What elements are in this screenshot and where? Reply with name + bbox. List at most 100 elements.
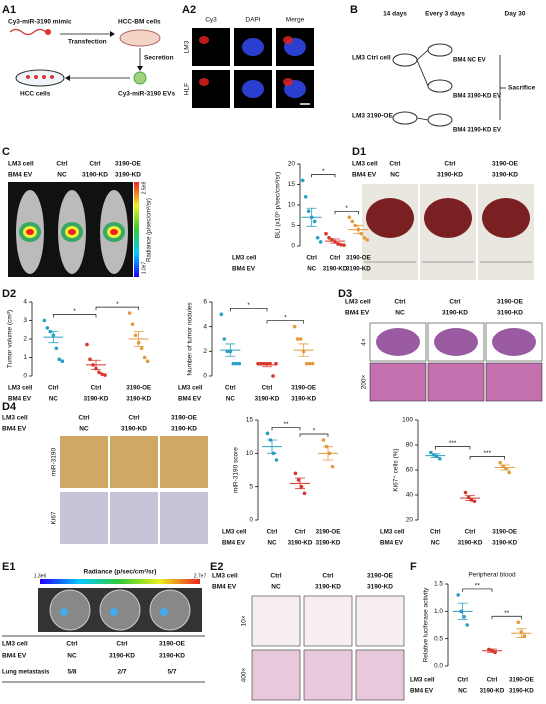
tissue xyxy=(376,328,420,356)
cy3-signal xyxy=(283,78,293,86)
group-label: 3190-OE xyxy=(159,641,186,648)
dish xyxy=(15,69,65,87)
ev xyxy=(133,71,147,85)
significance-bracket xyxy=(311,174,336,178)
error-bar xyxy=(295,477,305,490)
group-label: Ctrl xyxy=(267,529,278,536)
row-label: LM3 cell xyxy=(352,161,378,168)
column-label: Merge xyxy=(286,17,305,24)
row-label: BM4 EV xyxy=(410,688,434,695)
group-label: Ctrl xyxy=(487,677,498,684)
lung-dish xyxy=(99,589,141,631)
y-tick-label: 0 xyxy=(249,517,253,524)
label: Radiance (p/sec/cm²/sr) xyxy=(84,569,157,576)
stain-label: Ki67 xyxy=(51,511,58,524)
histology xyxy=(369,362,427,402)
data-point xyxy=(350,219,355,224)
signal xyxy=(26,229,34,235)
row-label: BM4 EV xyxy=(352,172,377,179)
data-point xyxy=(100,372,104,376)
data-point xyxy=(296,478,301,482)
data-point xyxy=(327,236,331,240)
data-point xyxy=(472,499,477,504)
y-tick-label: 10 xyxy=(246,450,254,457)
significance-bracket xyxy=(266,320,305,324)
label: Transfection xyxy=(68,39,107,46)
group-label: Ctrl xyxy=(270,573,281,580)
label: BM4 3190-KD EV xyxy=(453,128,501,134)
significance-bracket xyxy=(434,446,471,450)
group-label: 3190-OE xyxy=(171,415,198,422)
row-label: LM3 cell xyxy=(345,299,371,306)
group-label: 3190-KD xyxy=(84,396,109,403)
group-label: NC xyxy=(268,540,277,547)
label: HCC cells xyxy=(20,91,51,98)
data-point xyxy=(330,464,335,469)
group-label: 3190-OE xyxy=(492,529,517,536)
data-point xyxy=(303,195,308,199)
y-tick-label: 2 xyxy=(23,336,27,343)
connector xyxy=(416,59,429,87)
group-label: NC xyxy=(226,396,235,403)
data-point xyxy=(324,231,328,236)
group-label: Ctrl xyxy=(457,677,468,684)
significance-label: * xyxy=(345,205,348,212)
histology xyxy=(251,649,301,701)
column-label: DAPI xyxy=(245,17,260,24)
error-bar xyxy=(306,207,317,227)
label: Lung metastasis xyxy=(2,670,50,676)
row-label: BM4 EV xyxy=(380,540,404,547)
data-point xyxy=(342,243,346,247)
group-label: Ctrl xyxy=(449,299,460,306)
y-tick-label: 15 xyxy=(246,417,254,424)
y-tick-label: 80 xyxy=(406,442,414,449)
liver xyxy=(482,198,530,238)
y-tick-label: 0.5 xyxy=(434,635,443,642)
signal xyxy=(160,608,168,616)
group-label: 3190-KD xyxy=(437,172,463,179)
data-point xyxy=(231,361,236,366)
y-tick-label: 0 xyxy=(203,373,207,380)
significance-bracket xyxy=(271,426,301,431)
data-point xyxy=(299,484,304,489)
ihc-image xyxy=(60,436,108,488)
group-label: NC xyxy=(431,540,440,547)
cell xyxy=(42,75,46,79)
significance-label: ** xyxy=(504,610,510,617)
error-bar xyxy=(91,359,101,370)
data-point xyxy=(57,357,62,362)
group-label: 3190-KD xyxy=(115,172,141,179)
data-point xyxy=(133,333,138,338)
cy3-dot xyxy=(45,29,51,35)
row-label: LM3 cell xyxy=(8,161,34,168)
error-bar xyxy=(267,439,277,454)
group-label: Ctrl xyxy=(89,161,100,168)
data-point xyxy=(507,470,511,475)
label: 1.0e7 xyxy=(141,262,147,275)
data-point xyxy=(274,458,279,462)
row-label: BM4 EV xyxy=(8,396,32,403)
group-label: 3190-KD xyxy=(458,540,483,547)
y-tick-label: 0 xyxy=(291,243,295,250)
error-bar xyxy=(430,453,441,458)
cell xyxy=(26,75,30,79)
row-label: LM3 cell xyxy=(212,573,238,580)
significance-label: * xyxy=(284,314,287,321)
group-label: 3190-KD xyxy=(442,310,468,317)
data-point xyxy=(142,355,147,360)
label: Every 3 days xyxy=(425,11,465,18)
y-tick-label: 6 xyxy=(203,299,207,306)
signal xyxy=(68,229,76,235)
significance-bracket xyxy=(491,615,522,620)
data-point xyxy=(130,322,135,327)
data-point xyxy=(365,238,370,242)
connector xyxy=(416,117,429,121)
y-axis-label: miR-3190 score xyxy=(233,447,240,493)
data-point xyxy=(465,623,469,627)
panel-label: D2 xyxy=(2,288,16,300)
label: Secretion xyxy=(144,55,174,62)
significance-bracket xyxy=(229,307,268,312)
row-label: LM3 cell xyxy=(222,529,247,536)
label: Day 30 xyxy=(505,11,526,18)
y-tick-label: 100 xyxy=(402,417,413,424)
